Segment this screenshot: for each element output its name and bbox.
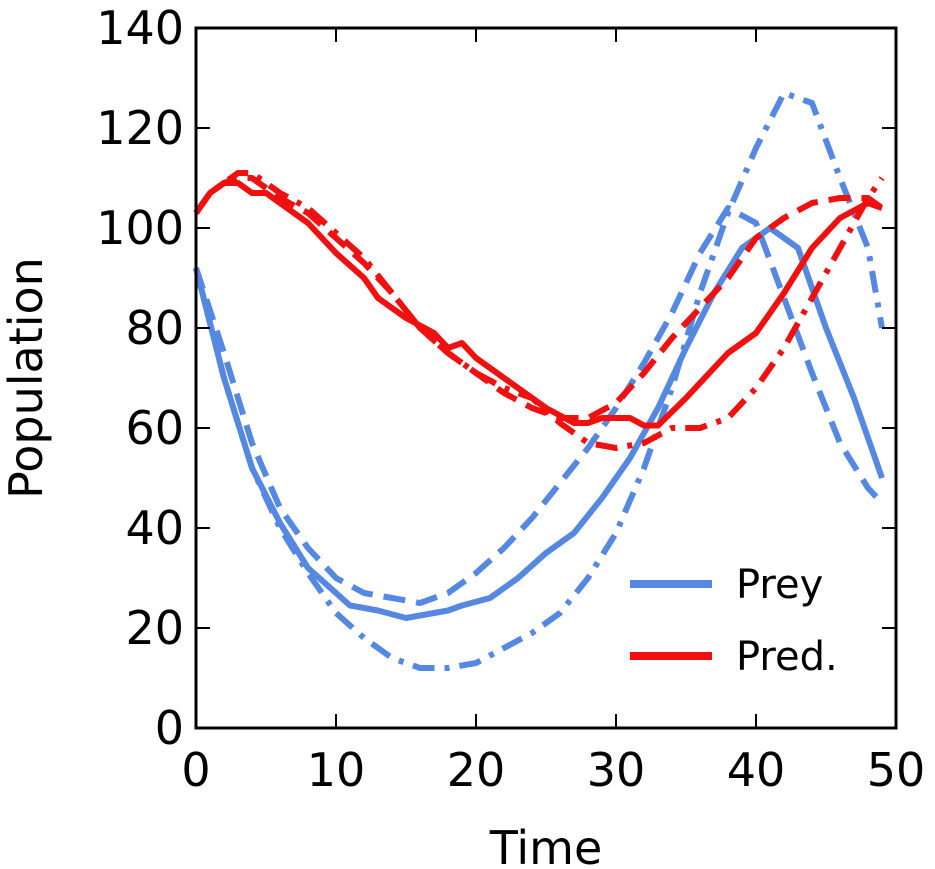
legend: Prey Pred.	[630, 562, 838, 680]
x-tick-label: 30	[587, 743, 646, 797]
series-prey-dashdot	[193, 90, 885, 671]
x-tick-label: 40	[727, 743, 786, 797]
x-axis-label: Time	[489, 821, 603, 869]
series-pred-dashed	[193, 175, 884, 421]
plot-frame	[194, 26, 898, 730]
legend-label-prey: Prey	[736, 562, 823, 608]
x-tick-label: 0	[181, 743, 210, 797]
x-tick-label: 10	[307, 743, 366, 797]
y-tick-label: 80	[125, 301, 184, 355]
y-tick-label: 60	[125, 401, 184, 455]
y-tick-label: 20	[125, 601, 184, 655]
legend-label-pred: Pred.	[736, 634, 838, 680]
y-tick-label: 100	[96, 201, 184, 255]
series-pred-dashdot	[193, 170, 885, 451]
y-tick-label: 0	[155, 701, 184, 755]
y-tick-label: 40	[125, 501, 184, 555]
series-layer	[193, 90, 885, 671]
ticks-layer: 0 10 20 30 40 50 0 20 40 60 80 100 120 140	[96, 1, 925, 797]
y-axis-label: Population	[0, 257, 53, 499]
y-tick-label: 140	[96, 1, 184, 55]
series-prey-dashed	[193, 205, 885, 606]
series-pred-solid	[193, 180, 884, 429]
y-tick-label: 120	[96, 101, 184, 155]
x-tick-label: 50	[867, 743, 926, 797]
x-tick-label: 20	[447, 743, 506, 797]
